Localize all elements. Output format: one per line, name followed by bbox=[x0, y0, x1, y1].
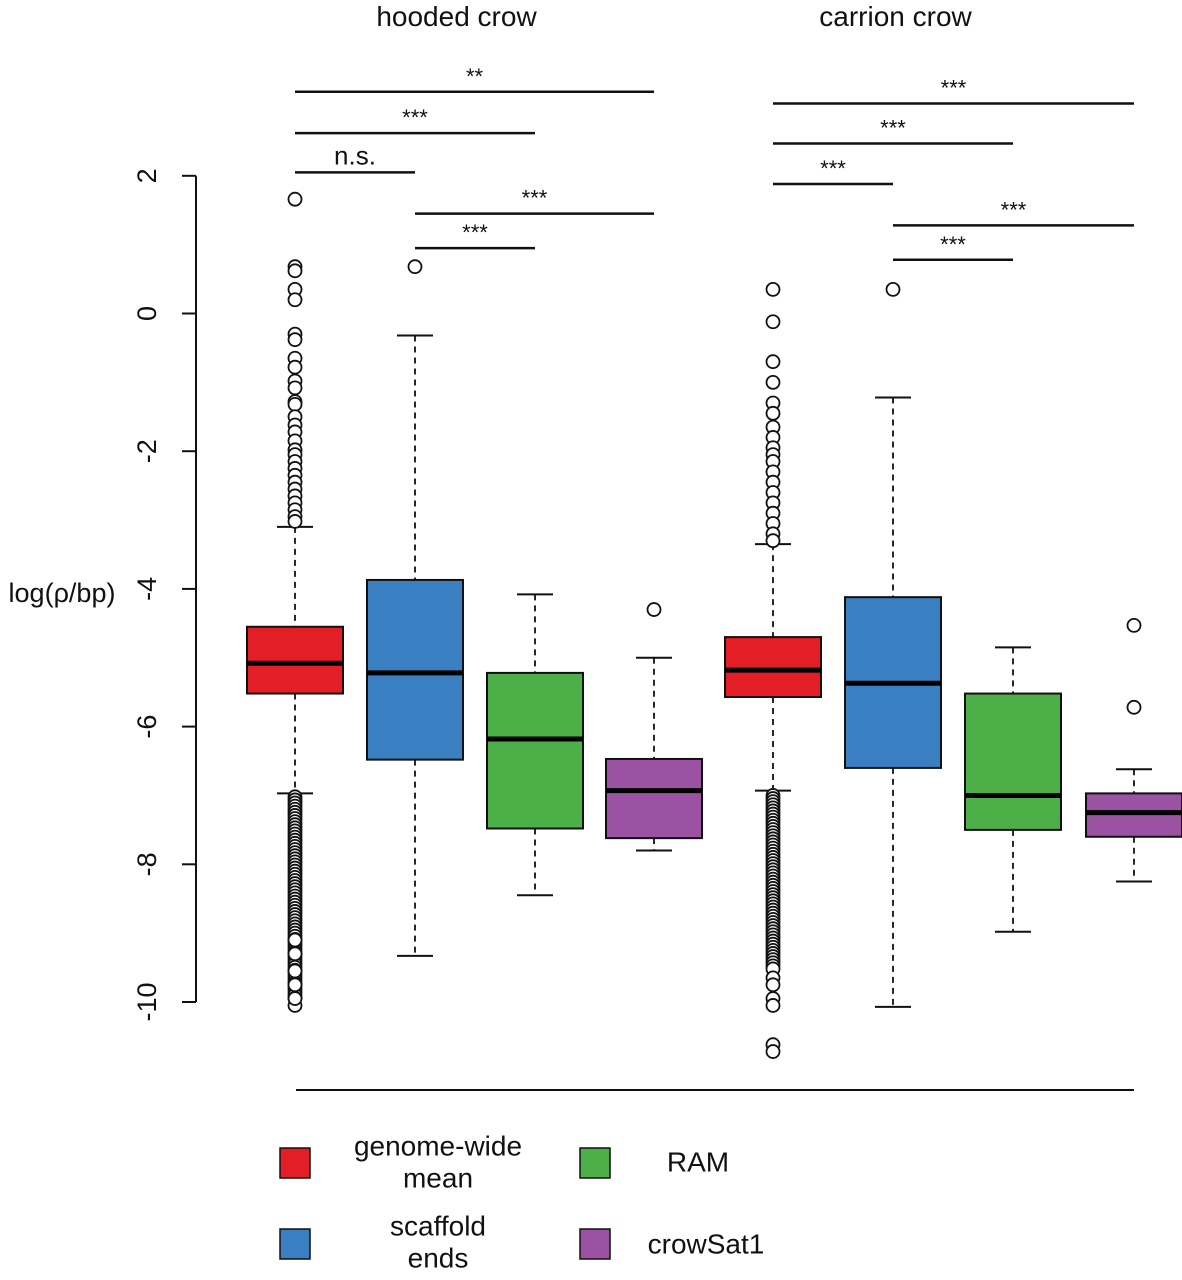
legend-label: scaffold bbox=[390, 1210, 486, 1241]
outlier-point bbox=[287, 191, 303, 207]
significance-label: *** bbox=[462, 220, 488, 245]
legend-label: RAM bbox=[667, 1146, 729, 1177]
group-title: carrion crow bbox=[819, 1, 972, 32]
legend-label: mean bbox=[403, 1162, 473, 1193]
box-body bbox=[605, 757, 703, 840]
y-tick-label: -10 bbox=[132, 982, 162, 1021]
significance-label: n.s. bbox=[334, 140, 376, 170]
significance-label: *** bbox=[522, 186, 548, 211]
y-tick-label: -6 bbox=[132, 715, 162, 739]
y-tick-label: 2 bbox=[132, 168, 162, 183]
y-tick-label: -2 bbox=[132, 439, 162, 463]
significance-label: *** bbox=[940, 232, 966, 257]
box-RAM bbox=[486, 593, 584, 897]
outlier-point bbox=[765, 282, 781, 297]
legend-item: crowSat1 bbox=[579, 1228, 765, 1260]
y-tick-label: 0 bbox=[132, 306, 162, 321]
box-crowSat1 bbox=[1085, 617, 1182, 883]
outlier-point bbox=[287, 963, 303, 979]
outlier-point bbox=[287, 359, 303, 375]
box-body bbox=[486, 671, 584, 830]
box-scaffold-ends bbox=[844, 282, 942, 1008]
significance-label: ** bbox=[466, 64, 484, 89]
outlier-point bbox=[765, 977, 781, 993]
outlier-point bbox=[407, 259, 423, 275]
significance-label: *** bbox=[1001, 197, 1027, 222]
legend-swatch bbox=[579, 1147, 611, 1179]
y-tick-label: -4 bbox=[132, 577, 162, 601]
box-genome-wide-mean bbox=[724, 282, 822, 1059]
legend-swatch bbox=[279, 1228, 311, 1260]
outlier-point bbox=[287, 332, 303, 348]
outlier-point bbox=[765, 374, 781, 390]
outlier-point bbox=[287, 977, 303, 993]
outlier-point bbox=[287, 932, 303, 948]
box-body bbox=[964, 692, 1062, 831]
outlier-point bbox=[287, 396, 303, 412]
legend-swatch bbox=[279, 1147, 311, 1179]
outlier-point bbox=[287, 292, 303, 308]
legend-swatch bbox=[579, 1228, 611, 1260]
box-RAM bbox=[964, 646, 1062, 933]
box-genome-wide-mean bbox=[246, 191, 344, 1013]
outlier-point bbox=[765, 533, 781, 549]
box-body bbox=[366, 578, 464, 761]
legend-label: genome-wide bbox=[354, 1130, 522, 1161]
box-body bbox=[246, 625, 344, 695]
outlier-point bbox=[287, 263, 303, 279]
outlier-point bbox=[287, 514, 303, 529]
y-axis: 2 0 -2 -4 -6 -8 -10 bbox=[132, 168, 197, 1022]
significance-label: *** bbox=[941, 76, 967, 101]
legend-label: ends bbox=[408, 1242, 469, 1273]
box-scaffold-ends bbox=[366, 259, 464, 957]
outlier-point bbox=[765, 405, 781, 421]
outlier-point bbox=[287, 946, 303, 962]
outlier-point bbox=[287, 991, 303, 1006]
legend-item: RAM bbox=[579, 1146, 729, 1179]
outlier-point bbox=[287, 380, 303, 396]
outlier-point bbox=[765, 354, 781, 370]
significance-label: *** bbox=[402, 105, 428, 130]
outlier-point bbox=[765, 314, 781, 330]
box-crowSat1 bbox=[605, 602, 703, 852]
outlier-point bbox=[1126, 617, 1142, 633]
significance-label: *** bbox=[880, 115, 906, 140]
significance-label: *** bbox=[820, 156, 846, 181]
outlier-point bbox=[885, 282, 901, 297]
y-tick-label: -8 bbox=[132, 852, 162, 876]
outlier-point bbox=[765, 998, 781, 1013]
y-axis-label: log(ρ/bp) bbox=[9, 578, 116, 608]
outlier-point bbox=[646, 602, 662, 617]
outlier-point bbox=[765, 1044, 781, 1059]
group-1: carrion crow *** *** *** *** *** bbox=[724, 1, 1182, 1059]
legend-label: crowSat1 bbox=[648, 1228, 765, 1259]
outlier-point bbox=[1126, 699, 1142, 715]
box-body bbox=[724, 636, 822, 698]
group-title: hooded crow bbox=[376, 1, 537, 32]
